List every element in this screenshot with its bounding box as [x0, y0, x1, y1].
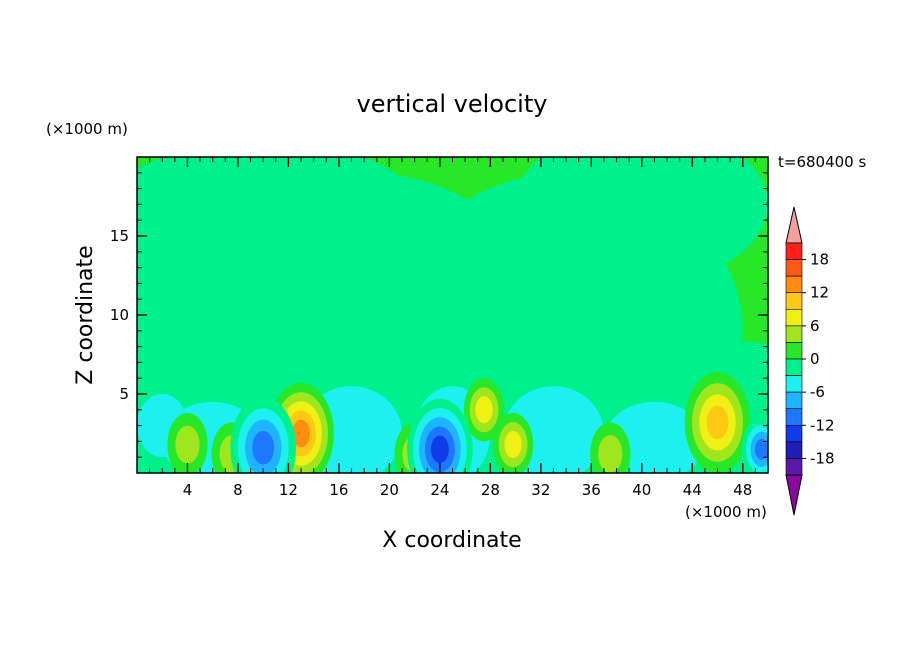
colorbar-box — [785, 292, 803, 310]
contour-cell — [706, 405, 729, 440]
colorbar-max-arrow — [785, 206, 803, 244]
colorbar-box — [785, 259, 803, 277]
x-tick-label: 28 — [481, 481, 500, 499]
x-axis: 4 8 12 16 20 24 28 32 36 40 44 48 — [149, 157, 756, 499]
x-tick-label: 32 — [531, 481, 550, 499]
colorbar-box — [785, 325, 803, 343]
colorbar-box — [785, 358, 803, 376]
x-tick-label: 4 — [183, 481, 193, 499]
y-axis-label: Z coordinate — [73, 245, 98, 384]
field-layer — [137, 157, 768, 473]
colorbar-tick-label: -18 — [810, 449, 835, 467]
x-tick-label: 44 — [683, 481, 702, 499]
x-tick-label: 16 — [329, 481, 348, 499]
x-tick-label: 40 — [632, 481, 651, 499]
x-axis-label: X coordinate — [382, 528, 521, 553]
y-axis: 5 10 15 — [110, 172, 768, 458]
colorbar-box — [785, 408, 803, 426]
colorbar-box — [785, 375, 803, 393]
colorbar-box — [785, 458, 803, 476]
contour-cell — [475, 396, 493, 424]
colorbar-box — [785, 391, 803, 410]
time-label: t=680400 s — [778, 153, 866, 171]
x-tick-label: 12 — [279, 481, 298, 499]
y-unit-label: (×1000 m) — [46, 120, 128, 138]
contour-cell — [175, 425, 200, 464]
colorbar-box — [785, 424, 803, 443]
y-tick-label: 10 — [110, 306, 129, 324]
colorbar-tick-label: 0 — [810, 350, 820, 368]
colorbar-tick-label: 18 — [810, 251, 829, 269]
x-tick-label: 48 — [733, 481, 752, 499]
colorbar-min-arrow — [785, 474, 803, 516]
contour-cell — [504, 431, 522, 459]
colorbar-tick-label: 12 — [810, 284, 829, 302]
field-region — [137, 157, 415, 268]
colorbar-box — [785, 242, 803, 260]
colorbar-box — [785, 275, 803, 294]
x-tick-label: 24 — [430, 481, 449, 499]
colorbar-box — [785, 342, 803, 360]
y-tick-label: 5 — [119, 385, 129, 403]
colorbar-box — [785, 441, 803, 459]
contour-field — [137, 157, 768, 473]
y-tick-label: 15 — [110, 227, 129, 245]
chart-title: vertical velocity — [357, 90, 548, 118]
x-tick-label: 20 — [380, 481, 399, 499]
x-tick-label: 36 — [582, 481, 601, 499]
contour-cell — [252, 430, 275, 465]
x-unit-label: (×1000 m) — [685, 503, 767, 521]
colorbar: 18 12 6 0 -6 -12 -18 — [785, 206, 835, 516]
contour-cell — [292, 419, 311, 448]
x-tick-label: 8 — [233, 481, 243, 499]
contour-cell — [430, 435, 449, 464]
contour-cell — [598, 435, 623, 473]
colorbar-tick-label: -12 — [810, 416, 835, 434]
contour-cell — [754, 438, 768, 460]
field-region — [515, 157, 768, 284]
colorbar-tick-label: 6 — [810, 317, 820, 335]
colorbar-tick-label: -6 — [810, 383, 825, 401]
colorbar-box — [785, 308, 803, 327]
